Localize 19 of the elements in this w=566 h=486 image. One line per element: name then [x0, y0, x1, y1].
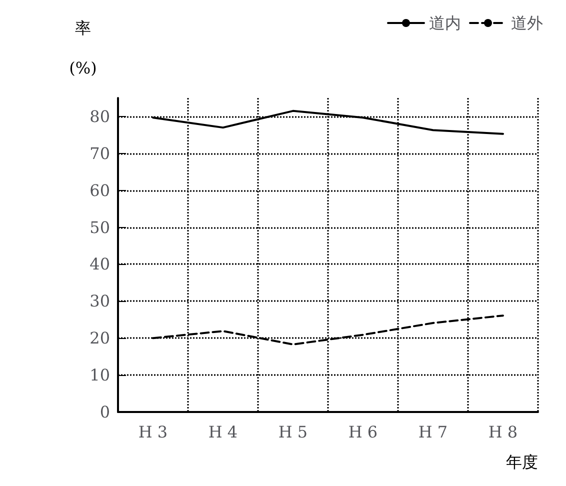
y-tick-label: 60 — [90, 180, 110, 200]
x-tick-label: H 5 — [278, 422, 308, 442]
y-tick-label: 0 — [100, 402, 110, 422]
y-tick-label: 30 — [90, 292, 110, 311]
y-tick-label: 20 — [90, 328, 110, 348]
legend-label: 道外 — [511, 14, 543, 32]
x-tick-label: H 6 — [348, 422, 378, 442]
text: 率 (%) — [69, 18, 97, 78]
y-tick-label: 80 — [90, 106, 110, 126]
legend-label: 道内 — [429, 14, 461, 32]
x-axis-title: 年度 — [506, 452, 538, 472]
x-tick-label: H 7 — [418, 422, 448, 442]
x-tick-label: H 3 — [138, 422, 168, 442]
y-tick-label: 50 — [90, 218, 110, 237]
y-tick-label: 70 — [90, 144, 110, 163]
x-tick-label: H 4 — [208, 422, 238, 442]
x-tick-label: H 8 — [488, 422, 518, 442]
y-tick-label: 10 — [90, 366, 110, 385]
y-tick-label: 40 — [90, 254, 110, 274]
